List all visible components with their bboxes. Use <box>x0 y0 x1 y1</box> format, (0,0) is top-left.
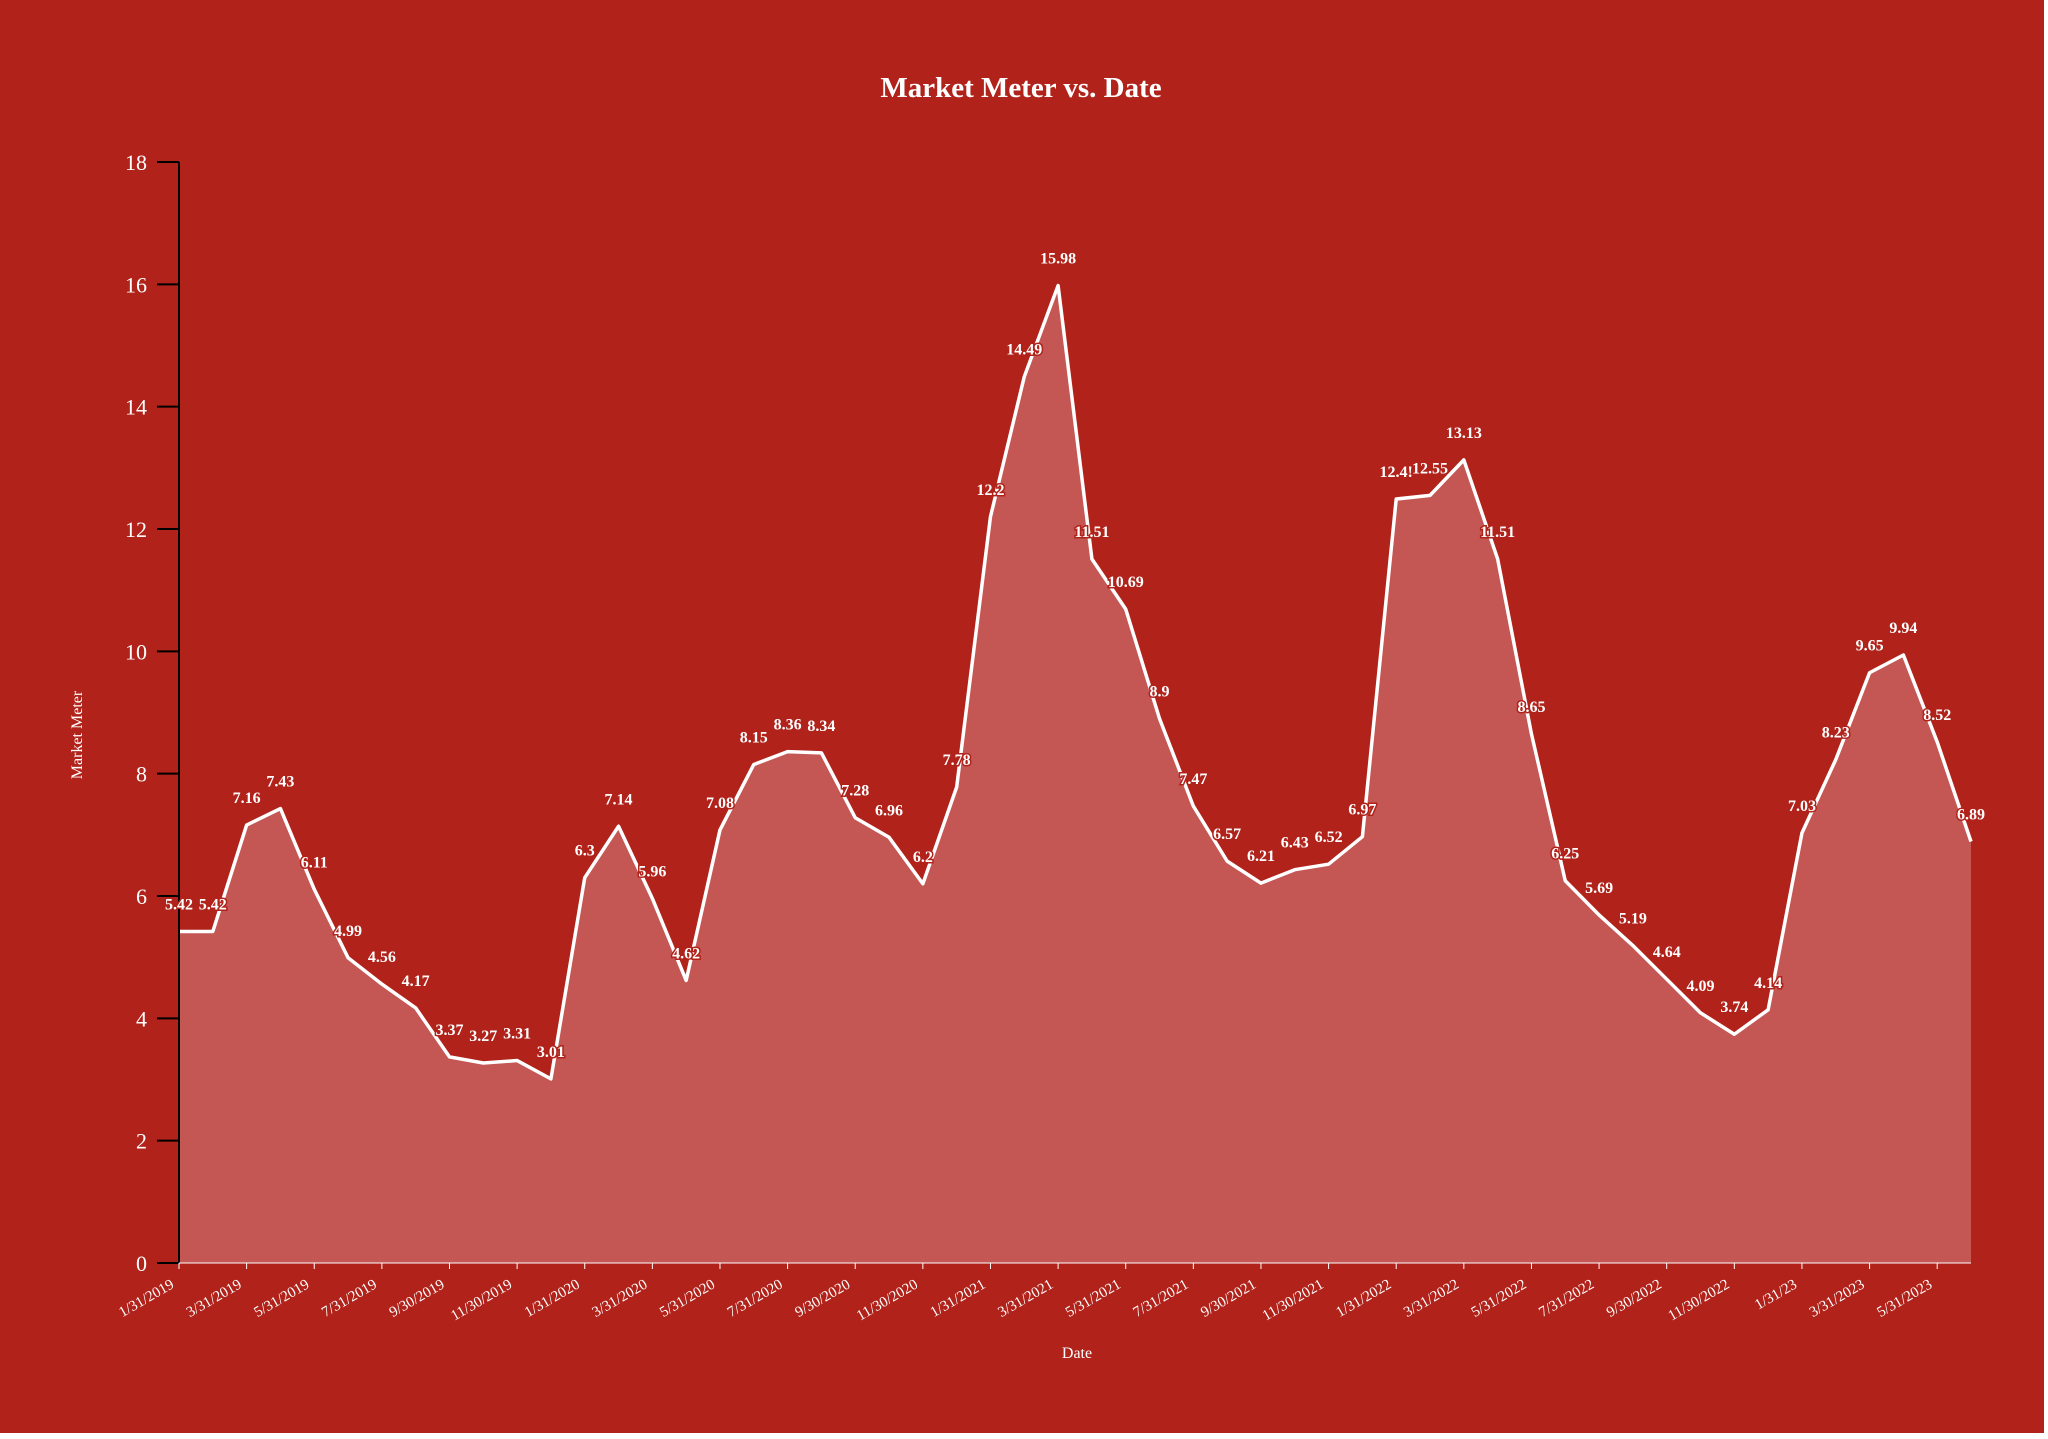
data-label: 6.97 <box>1348 802 1376 819</box>
data-label: 4.64 <box>1653 944 1681 961</box>
data-label: 8.36 <box>774 717 802 734</box>
x-tick-label: 11/30/2020 <box>854 1277 921 1325</box>
data-label: 6.2 <box>913 849 933 866</box>
data-label: 4.56 <box>368 949 396 966</box>
data-label: 7.08 <box>706 795 734 812</box>
x-tick-label: 7/31/2022 <box>1536 1277 1597 1321</box>
data-label: 13.13 <box>1446 425 1482 442</box>
data-label: 10.69 <box>1108 574 1144 591</box>
data-label: 3.74 <box>1720 999 1748 1016</box>
x-tick-label: 9/30/2019 <box>387 1277 448 1321</box>
x-tick-label: 5/31/2021 <box>1063 1277 1124 1321</box>
data-label: 7.03 <box>1788 798 1816 815</box>
x-tick-label: 1/31/2020 <box>522 1277 583 1321</box>
data-label: 5.96 <box>638 863 666 880</box>
data-label: 4.62 <box>672 945 700 962</box>
data-label: 4.09 <box>1687 978 1715 995</box>
data-label: 3.37 <box>435 1022 463 1039</box>
data-label: 12.2 <box>976 482 1004 499</box>
series-line <box>179 283 1973 1081</box>
x-tick-label: 9/30/2021 <box>1198 1277 1259 1321</box>
data-label: 8.52 <box>1923 707 1951 724</box>
x-tick-label: 11/30/2022 <box>1666 1277 1733 1325</box>
y-tick-label: 4 <box>136 1006 147 1031</box>
x-tick-label: 1/31/2021 <box>928 1277 989 1321</box>
y-tick-label: 12 <box>125 517 147 542</box>
data-label: 7.78 <box>943 752 971 769</box>
x-tick-label: 3/31/2023 <box>1807 1277 1868 1321</box>
data-label: 3.01 <box>537 1044 565 1061</box>
data-label: 4.99 <box>334 923 362 940</box>
x-tick-label: 5/31/2019 <box>252 1277 313 1321</box>
x-axis-title: Date <box>1062 1345 1092 1362</box>
data-label: 3.31 <box>503 1026 531 1043</box>
x-tick-label: 5/31/2020 <box>657 1277 718 1321</box>
data-label: 6.11 <box>301 854 328 871</box>
x-tick-label: 7/31/2020 <box>725 1277 786 1321</box>
data-label: 7.16 <box>233 790 261 807</box>
x-tick-label: 9/30/2020 <box>793 1277 854 1321</box>
x-tick-label: 7/31/2021 <box>1131 1277 1192 1321</box>
x-tick-label: 1/31/2019 <box>116 1277 177 1321</box>
data-label: 6.25 <box>1551 846 1579 863</box>
y-tick-label: 16 <box>125 272 147 297</box>
data-label: 6.3 <box>575 843 595 860</box>
data-label: 6.43 <box>1281 835 1309 852</box>
x-tick-label: 5/31/2023 <box>1874 1277 1935 1321</box>
data-label: 7.14 <box>605 791 633 808</box>
x-tick-label: 11/30/2021 <box>1260 1277 1327 1325</box>
data-label: 12.55 <box>1412 460 1448 477</box>
y-tick-label: 14 <box>125 395 147 420</box>
data-label: 5.42 <box>199 896 227 913</box>
data-label: 9.94 <box>1889 620 1917 637</box>
data-label: 8.9 <box>1150 684 1170 701</box>
y-tick-label: 0 <box>136 1251 147 1276</box>
data-label: 12.4! <box>1380 464 1413 481</box>
data-label: 6.96 <box>875 802 903 819</box>
data-label: 5.42 <box>165 896 193 913</box>
data-label: 6.57 <box>1213 826 1241 843</box>
x-tick-label: 3/31/2020 <box>590 1277 651 1321</box>
x-tick-label: 3/31/2021 <box>995 1277 1056 1321</box>
data-label: 6.21 <box>1247 848 1275 865</box>
x-tick-label: 3/31/2022 <box>1401 1277 1462 1321</box>
y-tick-label: 10 <box>125 639 147 664</box>
data-label: 11.51 <box>1480 524 1515 541</box>
data-label: 7.28 <box>841 783 869 800</box>
data-label: 8.15 <box>740 729 768 746</box>
y-axis-title: Market Meter <box>69 690 86 779</box>
y-tick-label: 6 <box>136 884 147 909</box>
data-label: 8.34 <box>807 718 835 735</box>
x-tick-label: 5/31/2022 <box>1469 1277 1530 1321</box>
y-tick-label: 8 <box>136 762 147 787</box>
data-label: 14.49 <box>1006 342 1042 359</box>
data-label: 7.47 <box>1179 771 1207 788</box>
x-tick-label: 3/31/2019 <box>184 1277 245 1321</box>
chart-title: Market Meter vs. Date <box>880 72 1161 104</box>
x-tick-label: 7/31/2019 <box>319 1277 380 1321</box>
x-tick-label: 11/30/2019 <box>448 1277 515 1325</box>
data-label: 8.23 <box>1822 725 1850 742</box>
data-label: 15.98 <box>1040 251 1076 268</box>
data-label: 6.52 <box>1315 829 1343 846</box>
data-label: 6.89 <box>1957 807 1985 824</box>
data-label: 7.43 <box>266 774 294 791</box>
data-label: 8.65 <box>1517 699 1545 716</box>
data-label: 9.65 <box>1856 638 1884 655</box>
x-tick-label: 1/31/23 <box>1752 1277 1800 1314</box>
y-tick-label: 18 <box>125 150 147 175</box>
data-label: 5.19 <box>1619 911 1647 928</box>
area-fill <box>179 285 1971 1263</box>
data-label: 3.27 <box>469 1028 497 1045</box>
y-tick-label: 2 <box>136 1129 147 1154</box>
data-label: 11.51 <box>1074 524 1109 541</box>
data-label: 4.14 <box>1754 975 1782 992</box>
data-label: 4.17 <box>402 973 430 990</box>
x-tick-label: 1/31/2022 <box>1334 1277 1395 1321</box>
data-label: 5.69 <box>1585 880 1613 897</box>
x-tick-label: 9/30/2022 <box>1604 1277 1665 1321</box>
